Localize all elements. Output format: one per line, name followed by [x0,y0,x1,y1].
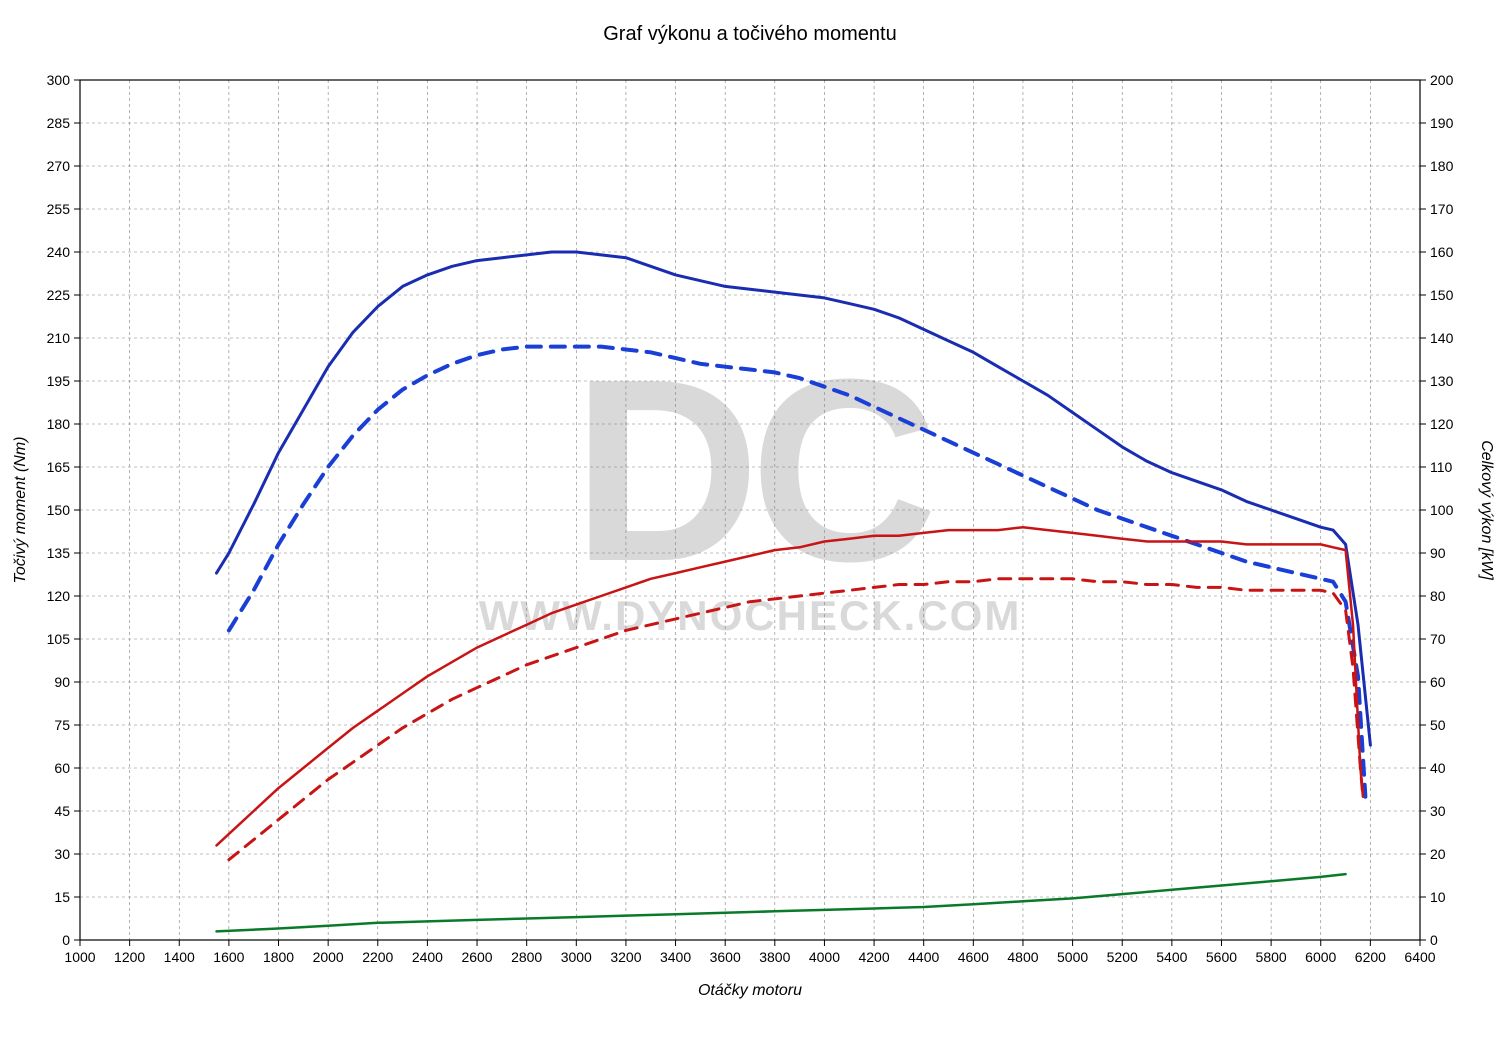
svg-text:1400: 1400 [164,949,195,965]
svg-text:3000: 3000 [561,949,592,965]
svg-text:90: 90 [54,674,70,690]
svg-text:285: 285 [47,115,71,131]
svg-text:6000: 6000 [1305,949,1336,965]
svg-text:165: 165 [47,459,71,475]
svg-text:210: 210 [47,330,71,346]
svg-text:60: 60 [1430,674,1446,690]
svg-text:30: 30 [54,846,70,862]
svg-text:1000: 1000 [64,949,95,965]
svg-text:5000: 5000 [1057,949,1088,965]
svg-text:10: 10 [1430,889,1446,905]
svg-text:1200: 1200 [114,949,145,965]
svg-text:2400: 2400 [412,949,443,965]
svg-text:160: 160 [1430,244,1454,260]
svg-text:4600: 4600 [958,949,989,965]
svg-text:1800: 1800 [263,949,294,965]
dyno-chart: DCWWW.DYNOCHECK.COM100012001400160018002… [0,0,1500,1040]
svg-text:170: 170 [1430,201,1454,217]
svg-text:45: 45 [54,803,70,819]
svg-text:80: 80 [1430,588,1446,604]
svg-text:255: 255 [47,201,71,217]
svg-text:75: 75 [54,717,70,733]
svg-text:190: 190 [1430,115,1454,131]
svg-text:90: 90 [1430,545,1446,561]
svg-text:4800: 4800 [1007,949,1038,965]
svg-text:2000: 2000 [313,949,344,965]
svg-text:6200: 6200 [1355,949,1386,965]
svg-text:120: 120 [1430,416,1454,432]
svg-text:3600: 3600 [710,949,741,965]
svg-text:2600: 2600 [461,949,492,965]
svg-text:30: 30 [1430,803,1446,819]
x-axis-label: Otáčky motoru [698,982,802,999]
svg-text:50: 50 [1430,717,1446,733]
svg-text:4000: 4000 [809,949,840,965]
svg-text:2200: 2200 [362,949,393,965]
svg-text:5400: 5400 [1156,949,1187,965]
svg-text:140: 140 [1430,330,1454,346]
svg-text:300: 300 [47,72,71,88]
svg-text:110: 110 [1430,459,1453,475]
svg-text:15: 15 [54,889,70,905]
chart-title: Graf výkonu a točivého momentu [603,23,896,45]
svg-text:5200: 5200 [1107,949,1138,965]
svg-text:3200: 3200 [610,949,641,965]
svg-text:270: 270 [47,158,71,174]
svg-text:1600: 1600 [213,949,244,965]
svg-text:180: 180 [1430,158,1454,174]
svg-text:60: 60 [54,760,70,776]
y-axis-left-label: Točivý moment (Nm) [12,437,29,584]
svg-text:40: 40 [1430,760,1446,776]
svg-text:5600: 5600 [1206,949,1237,965]
svg-text:150: 150 [1430,287,1454,303]
svg-text:135: 135 [47,545,71,561]
svg-text:6400: 6400 [1404,949,1435,965]
svg-text:WWW.DYNOCHECK.COM: WWW.DYNOCHECK.COM [479,592,1022,639]
svg-text:3400: 3400 [660,949,691,965]
svg-text:120: 120 [47,588,71,604]
svg-text:105: 105 [47,631,71,647]
svg-text:180: 180 [47,416,71,432]
svg-text:195: 195 [47,373,71,389]
svg-text:240: 240 [47,244,71,260]
svg-text:2800: 2800 [511,949,542,965]
svg-text:200: 200 [1430,72,1454,88]
svg-text:4200: 4200 [858,949,889,965]
svg-text:4400: 4400 [908,949,939,965]
svg-text:100: 100 [1430,502,1454,518]
svg-text:225: 225 [47,287,71,303]
svg-text:130: 130 [1430,373,1454,389]
svg-text:0: 0 [1430,932,1438,948]
svg-text:20: 20 [1430,846,1446,862]
svg-text:70: 70 [1430,631,1446,647]
svg-text:3800: 3800 [759,949,790,965]
svg-text:0: 0 [62,932,70,948]
y-axis-right-label: Celkový výkon [kW] [1478,440,1495,580]
svg-text:150: 150 [47,502,71,518]
svg-text:5800: 5800 [1256,949,1287,965]
